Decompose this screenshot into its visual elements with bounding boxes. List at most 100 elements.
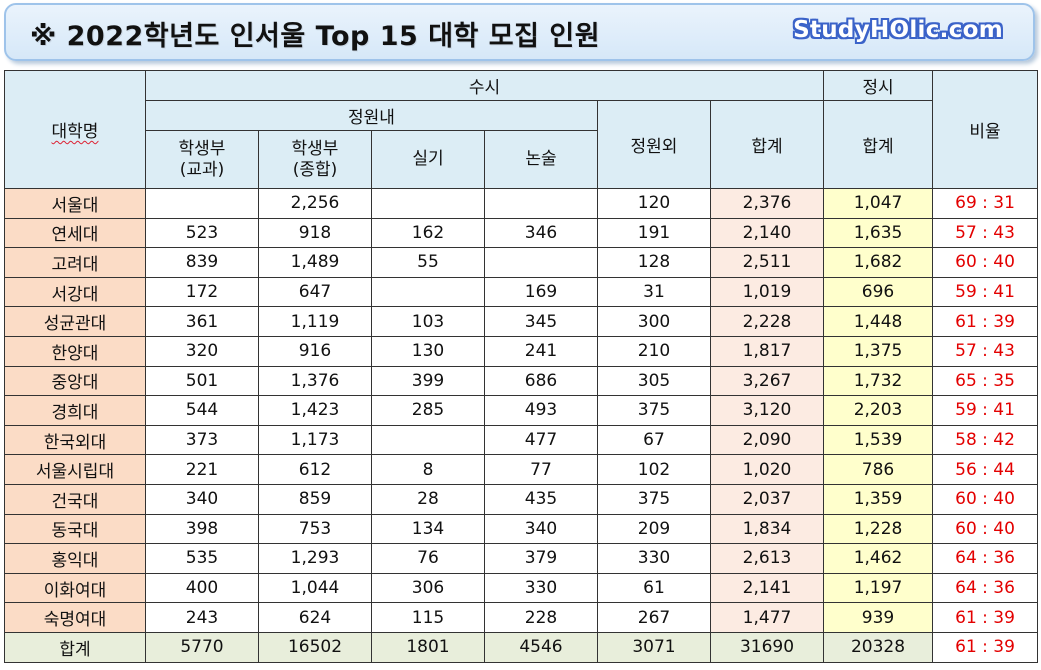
table-row: 경희대 544 1,423 285 493 375 3,120 2,203 59 : 41 (4, 395, 1039, 426)
susi-total-cell: 3,120 (709, 395, 825, 426)
jonghap-cell: 612 (258, 454, 372, 485)
university-cell: 고려대 (4, 247, 146, 278)
total-susi-total-cell: 31690 (709, 631, 825, 663)
susi-total-cell: 2,511 (709, 247, 825, 278)
jonghap-cell: 1,376 (258, 365, 372, 397)
nonsul-cell (484, 188, 598, 219)
table-row: 숙명여대 243 624 115 228 267 1,477 939 61 : 39 (4, 602, 1039, 633)
jeongsi-total-cell: 1,375 (823, 335, 934, 367)
university-cell: 건국대 (4, 483, 146, 515)
silgi-cell: 115 (371, 602, 485, 633)
jeongwonoe-cell: 305 (597, 365, 711, 397)
susi-total-cell: 2,376 (709, 188, 825, 219)
jeongwonoe-cell: 267 (597, 602, 711, 633)
total-jeongwonoe-cell: 3071 (597, 631, 711, 663)
ratio-cell: 56 : 44 (932, 454, 1039, 485)
jonghap-cell: 1,489 (258, 247, 372, 278)
jeongwonoe-cell: 300 (597, 306, 711, 337)
jeongsi-total-cell: 2,203 (823, 395, 934, 426)
silgi-cell: 306 (371, 572, 485, 604)
silgi-cell (371, 188, 485, 219)
jeongsi-total-cell: 786 (823, 454, 934, 485)
university-cell: 한국외대 (4, 424, 146, 456)
jonghap-cell: 1,293 (258, 543, 372, 574)
susi-total-cell: 2,141 (709, 572, 825, 604)
silgi-cell: 8 (371, 454, 485, 485)
susi-total-cell: 2,090 (709, 424, 825, 456)
silgi-cell: 130 (371, 335, 485, 367)
table-row: 서울대 2,256 120 2,376 1,047 69 : 31 (4, 188, 1039, 219)
gyogwa-cell: 320 (145, 335, 259, 367)
header-nonsul: 논술 (484, 130, 598, 189)
jeongwonoe-cell: 31 (597, 276, 711, 308)
jeongwonoe-cell: 120 (597, 188, 711, 219)
ratio-cell: 60 : 40 (932, 513, 1039, 545)
total-silgi-cell: 1801 (371, 631, 485, 663)
jonghap-cell: 1,119 (258, 306, 372, 337)
table-row: 고려대 839 1,489 55 128 2,511 1,682 60 : 40 (4, 247, 1039, 278)
total-row: 합계 5770 16502 1801 4546 3071 31690 20328 61 : 39 (4, 631, 1039, 663)
table-row: 한국외대 373 1,173 477 67 2,090 1,539 58 : 42 (4, 424, 1039, 456)
susi-total-cell: 1,019 (709, 276, 825, 308)
header-silgi: 실기 (371, 130, 485, 189)
jonghap-cell: 2,256 (258, 188, 372, 219)
silgi-cell: 134 (371, 513, 485, 545)
university-cell: 한양대 (4, 335, 146, 367)
gyogwa-cell: 400 (145, 572, 259, 604)
susi-total-cell: 1,834 (709, 513, 825, 545)
susi-total-cell: 1,020 (709, 454, 825, 485)
university-cell: 경희대 (4, 395, 146, 426)
jeongsi-total-cell: 1,047 (823, 188, 934, 219)
university-cell: 성균관대 (4, 306, 146, 337)
nonsul-cell: 241 (484, 335, 598, 367)
silgi-cell: 28 (371, 483, 485, 515)
jeongsi-total-cell: 1,359 (823, 483, 934, 515)
susi-total-cell: 2,228 (709, 306, 825, 337)
gyogwa-cell: 340 (145, 483, 259, 515)
table-row: 서강대 172 647 169 31 1,019 696 59 : 41 (4, 276, 1039, 308)
jonghap-cell: 647 (258, 276, 372, 308)
silgi-cell: 399 (371, 365, 485, 397)
header-university: 대학명 (4, 70, 146, 189)
gyogwa-cell: 243 (145, 602, 259, 633)
nonsul-cell: 340 (484, 513, 598, 545)
nonsul-cell: 477 (484, 424, 598, 456)
total-ratio-cell: 61 : 39 (932, 631, 1039, 663)
jeongsi-total-cell: 1,682 (823, 247, 934, 278)
table-row: 성균관대 361 1,119 103 345 300 2,228 1,448 61 : 39 (4, 306, 1039, 337)
university-cell: 홍익대 (4, 543, 146, 574)
nonsul-cell: 379 (484, 543, 598, 574)
table-row: 중앙대 501 1,376 399 686 305 3,267 1,732 65 : 35 (4, 365, 1039, 397)
header-jeongwonnae: 정원내 (145, 100, 598, 131)
jonghap-cell: 859 (258, 483, 372, 515)
nonsul-cell: 169 (484, 276, 598, 308)
university-cell: 연세대 (4, 217, 146, 249)
silgi-cell: 55 (371, 247, 485, 278)
susi-total-cell: 2,140 (709, 217, 825, 249)
total-jonghap-cell: 16502 (258, 631, 372, 663)
ratio-cell: 69 : 31 (932, 188, 1039, 219)
university-cell: 이화여대 (4, 572, 146, 604)
silgi-cell: 103 (371, 306, 485, 337)
jonghap-cell: 1,044 (258, 572, 372, 604)
silgi-cell: 285 (371, 395, 485, 426)
susi-total-cell: 2,613 (709, 543, 825, 574)
jeongwonoe-cell: 209 (597, 513, 711, 545)
ratio-cell: 64 : 36 (932, 572, 1039, 604)
table-row: 이화여대 400 1,044 306 330 61 2,141 1,197 64 : 36 (4, 572, 1039, 604)
table-row: 동국대 398 753 134 340 209 1,834 1,228 60 : 40 (4, 513, 1039, 545)
gyogwa-cell: 501 (145, 365, 259, 397)
jonghap-cell: 1,423 (258, 395, 372, 426)
gyogwa-cell: 221 (145, 454, 259, 485)
jeongsi-total-cell: 1,228 (823, 513, 934, 545)
header-jeongwonoe: 정원외 (597, 100, 711, 189)
brand-logo[interactable]: StudyHOlic.com (793, 17, 1003, 43)
ratio-cell: 65 : 35 (932, 365, 1039, 397)
susi-total-cell: 2,037 (709, 483, 825, 515)
jeongsi-total-cell: 939 (823, 602, 934, 633)
ratio-cell: 64 : 36 (932, 543, 1039, 574)
nonsul-cell: 493 (484, 395, 598, 426)
jeongwonoe-cell: 102 (597, 454, 711, 485)
header-gyogwa: 학생부 (교과) (145, 130, 259, 189)
susi-total-cell: 1,477 (709, 602, 825, 633)
